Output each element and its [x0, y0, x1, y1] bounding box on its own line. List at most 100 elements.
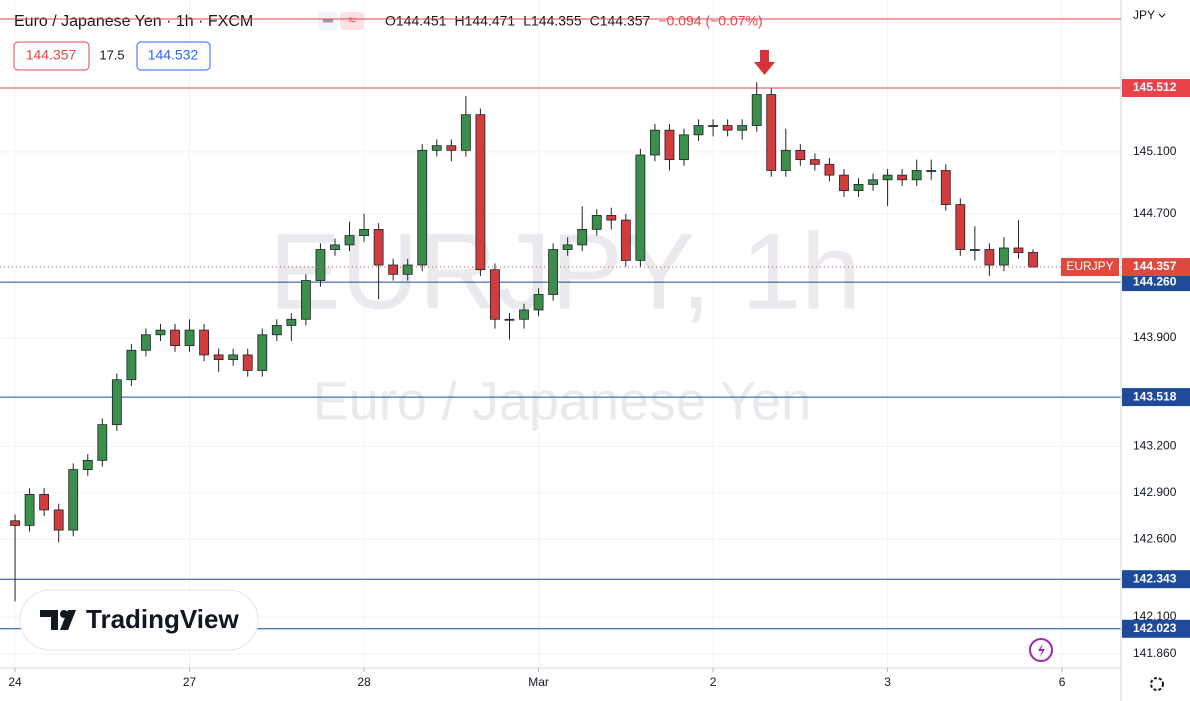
logo-badge[interactable]	[19, 589, 259, 651]
level-tag	[1122, 619, 1190, 638]
candle-body	[955, 204, 966, 250]
candle-body	[490, 269, 500, 320]
last-price-label: 144.357	[1133, 259, 1177, 273]
lightning-icon[interactable]	[1029, 638, 1053, 662]
candle-body	[722, 125, 733, 131]
candle-body	[562, 244, 573, 250]
candle-body	[271, 325, 282, 336]
y-tick-label: 143.900	[1133, 330, 1177, 344]
level-tag	[1122, 273, 1190, 292]
candle-body	[213, 354, 224, 360]
candle-body	[693, 125, 704, 136]
settings-icon[interactable]	[1150, 677, 1164, 691]
compare-icon-glyph: ≈	[348, 12, 356, 28]
symbol-tag	[1061, 258, 1119, 277]
ask-box[interactable]	[136, 41, 211, 71]
candle-body	[548, 249, 559, 295]
candle-body	[199, 329, 210, 356]
candle-body	[679, 134, 689, 161]
currency-caret	[1158, 13, 1166, 18]
spread: 17.5	[99, 47, 124, 62]
candle-body	[300, 280, 311, 320]
candle-body	[519, 309, 529, 320]
x-tick-label: 3	[884, 675, 891, 689]
bid-price: 144.357	[26, 47, 77, 63]
candle-body	[853, 184, 864, 192]
candle-body	[664, 129, 675, 161]
compare-icon[interactable]	[340, 12, 364, 30]
ohlc-legend: O144.451 H144.471 L144.355 C144.357 −0.094 (…	[385, 13, 763, 29]
candle-body	[897, 174, 908, 181]
level-tag	[1122, 79, 1190, 98]
candle-body	[141, 334, 151, 351]
candle-body	[940, 170, 951, 205]
logo-text: TradingView	[86, 604, 239, 634]
y-tick-label: 142.600	[1133, 532, 1177, 546]
watermark-name: Euro / Japanese Yen	[313, 371, 811, 431]
candle-body	[795, 149, 806, 161]
y-tick-label: 142.100	[1133, 609, 1177, 623]
candle-body	[402, 264, 413, 275]
candle-body	[460, 114, 471, 151]
y-tick-label: 143.200	[1133, 439, 1177, 453]
candle-body	[330, 244, 340, 250]
symbol-tag-label: EURJPY	[1066, 259, 1113, 273]
candle-body	[911, 170, 922, 181]
candle-body	[635, 154, 646, 261]
candle-body	[286, 318, 297, 326]
level-tag	[1122, 570, 1190, 589]
candle-body	[68, 469, 79, 531]
candle-body	[475, 114, 486, 271]
candle-body	[82, 459, 93, 471]
candle-body	[868, 179, 878, 185]
lightning-glyph	[1038, 643, 1045, 657]
candle-body	[533, 294, 544, 311]
candle-body	[999, 247, 1009, 266]
candle-body	[839, 174, 849, 192]
logo-dot	[60, 610, 68, 618]
candle-body	[926, 170, 937, 172]
candle-body	[315, 249, 326, 281]
candle-body	[97, 424, 108, 461]
candle-body	[170, 329, 180, 347]
candle-body	[184, 329, 195, 347]
candle-body	[737, 125, 748, 131]
candle-body	[708, 125, 718, 127]
candle-body	[10, 520, 20, 526]
candle-body	[751, 94, 762, 126]
level-label: 145.512	[1133, 80, 1177, 94]
candle-body	[344, 235, 355, 246]
candle-body	[446, 145, 457, 151]
candle-body	[984, 249, 995, 266]
watermark-symbol: EURJPY, 1h	[269, 211, 861, 332]
candle-body	[620, 219, 631, 261]
axes: 141.860 142.100 142.600 142.900 143.200 143.9…	[8, 79, 1190, 689]
level-label: 142.023	[1133, 621, 1177, 635]
candle-body	[591, 215, 602, 230]
candle-body	[766, 94, 777, 171]
candle-body	[882, 174, 893, 181]
candle-body	[504, 318, 515, 321]
ohlc-value: C144.357	[590, 13, 651, 29]
ohlc-value: O144.451	[385, 13, 447, 29]
x-tick-label: 28	[357, 675, 371, 689]
bid-box[interactable]	[13, 41, 90, 71]
plot	[0, 82, 1121, 630]
candle-body	[417, 149, 428, 266]
y-tick-label: 142.900	[1133, 485, 1177, 499]
candle-body	[242, 354, 253, 371]
candle-body	[126, 349, 137, 381]
currency[interactable]: JPY	[1133, 8, 1155, 22]
x-tick-label: 27	[183, 675, 197, 689]
candle-body	[53, 509, 64, 531]
level-label: 144.260	[1133, 274, 1177, 288]
last-price-tag	[1122, 258, 1190, 277]
symbol-title: Euro / Japanese Yen · 1h · FXCM	[14, 13, 253, 30]
candle-body	[809, 159, 820, 165]
candle-body	[577, 228, 588, 246]
ask-price: 144.532	[148, 47, 199, 63]
candle-body	[824, 163, 835, 176]
candle-body	[228, 354, 239, 360]
arrow-annotation	[754, 50, 775, 75]
